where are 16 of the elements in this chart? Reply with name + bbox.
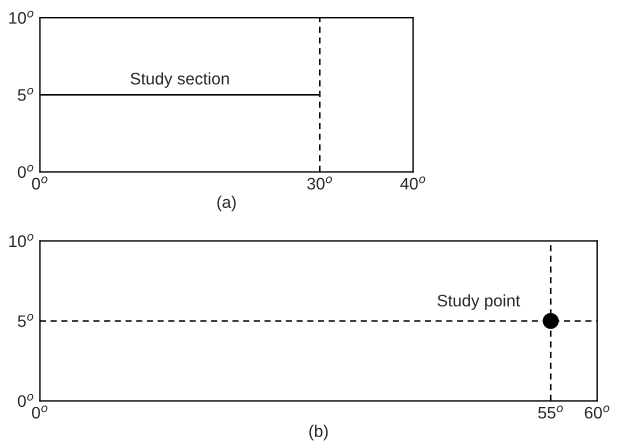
x-axis-title: (a) (217, 196, 236, 212)
y-tick-label: 0$^{o}$ (18, 394, 34, 408)
y-tick-label: 10$^{o}$ (9, 10, 34, 24)
x-tick-label: 0$^{o}$ (32, 176, 48, 190)
x-tick-label: 55$^{o}$ (538, 406, 563, 419)
x-tick-label: 40$^{o}$ (400, 176, 426, 190)
x-tick-label: 60$^{o}$ (584, 406, 610, 419)
x-tick-label: 0$^{o}$ (32, 406, 48, 419)
y-tick-label: 10$^{o}$ (9, 234, 34, 248)
annotation: Study point (438, 294, 520, 310)
y-tick-label: 5$^{o}$ (18, 314, 34, 328)
y-tick-label: 5$^{o}$ (18, 88, 34, 101)
annotation: Study section (130, 72, 229, 88)
y-tick-label: 0$^{o}$ (18, 164, 34, 178)
x-axis-title: (b) (309, 424, 328, 440)
x-tick-label: 30$^{o}$ (307, 176, 332, 190)
